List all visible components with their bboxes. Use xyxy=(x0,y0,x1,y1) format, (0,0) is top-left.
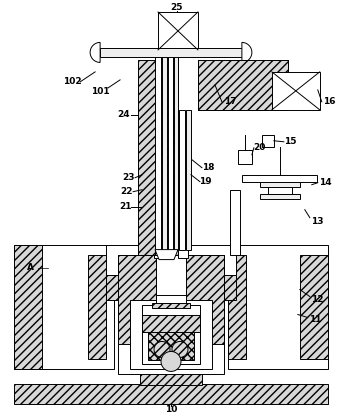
Circle shape xyxy=(154,342,170,357)
Bar xyxy=(162,55,167,249)
Bar xyxy=(152,303,190,308)
Bar xyxy=(198,60,288,110)
Polygon shape xyxy=(155,249,178,260)
Bar xyxy=(228,244,328,369)
Bar xyxy=(174,55,178,249)
Polygon shape xyxy=(90,42,100,62)
Bar xyxy=(158,12,198,50)
Circle shape xyxy=(161,352,181,371)
Bar xyxy=(242,175,317,182)
Text: 10: 10 xyxy=(165,405,177,414)
Text: 21: 21 xyxy=(119,202,131,211)
Bar xyxy=(118,254,224,374)
Bar xyxy=(140,369,202,386)
Text: 16: 16 xyxy=(324,98,336,106)
Bar xyxy=(156,295,186,303)
Text: 18: 18 xyxy=(202,163,214,172)
Bar xyxy=(178,248,188,258)
Bar xyxy=(260,194,300,199)
Bar xyxy=(14,384,328,404)
Bar xyxy=(14,244,42,369)
Bar xyxy=(14,244,114,369)
Bar xyxy=(100,48,242,57)
Bar xyxy=(179,110,185,249)
Bar xyxy=(118,254,156,344)
Text: A: A xyxy=(27,263,34,272)
Text: 24: 24 xyxy=(117,110,129,120)
Circle shape xyxy=(172,342,188,357)
Bar xyxy=(228,254,246,359)
Text: 13: 13 xyxy=(312,217,324,226)
Bar xyxy=(142,315,200,332)
Bar xyxy=(88,254,106,359)
Bar xyxy=(186,254,224,344)
Text: 15: 15 xyxy=(284,137,296,146)
Text: 101: 101 xyxy=(91,87,109,96)
Polygon shape xyxy=(242,42,252,62)
Bar xyxy=(138,60,178,254)
Text: 25: 25 xyxy=(171,3,183,12)
Bar xyxy=(262,135,274,147)
Bar xyxy=(142,305,200,364)
Text: 19: 19 xyxy=(199,177,211,186)
Text: 12: 12 xyxy=(312,295,324,304)
Bar xyxy=(168,55,173,249)
Bar xyxy=(238,150,252,164)
Text: 23: 23 xyxy=(122,173,134,182)
Bar xyxy=(106,244,236,275)
Bar xyxy=(272,72,320,110)
Bar xyxy=(148,332,194,361)
Bar xyxy=(198,60,288,110)
Text: 14: 14 xyxy=(319,178,332,187)
Text: 20: 20 xyxy=(254,143,266,152)
Bar xyxy=(155,55,161,254)
Bar xyxy=(268,187,292,194)
Text: 102: 102 xyxy=(63,77,81,86)
Text: 17: 17 xyxy=(224,98,236,106)
Bar xyxy=(154,248,164,258)
Text: 22: 22 xyxy=(120,187,132,196)
Bar xyxy=(300,254,328,359)
Bar xyxy=(260,182,300,187)
Bar xyxy=(186,110,191,249)
Bar xyxy=(106,275,236,300)
Bar xyxy=(230,190,240,254)
Text: 11: 11 xyxy=(310,315,322,324)
Bar xyxy=(130,300,212,369)
